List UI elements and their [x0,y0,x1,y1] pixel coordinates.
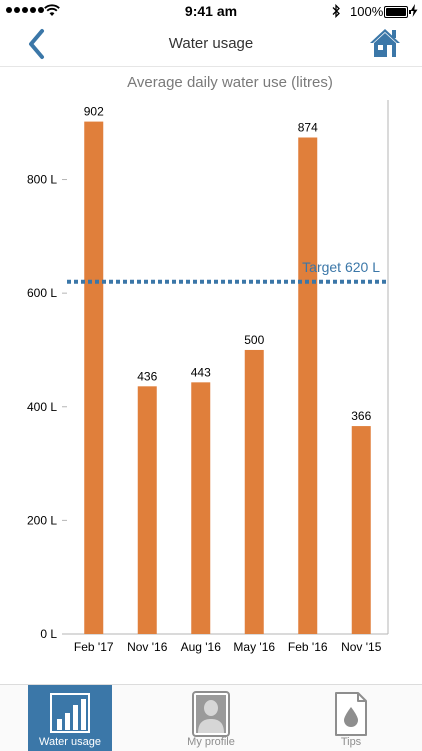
battery-percent: 100% [350,4,384,19]
target-label: Target 620 L [302,259,380,275]
tab-tips-label: Tips [340,736,362,748]
y-tick-label: 200 L [27,513,57,527]
bar-chart-icon [50,693,90,733]
tab-water-usage-label: Water usage [39,736,101,748]
home-icon [370,29,400,57]
x-tick-label: Feb '16 [288,640,328,654]
bar [84,121,104,635]
y-tick-label: 400 L [27,400,57,414]
bar-value-label: 874 [298,120,318,134]
water-usage-chart: 0 L 200 L 400 L 600 L 800 L 902 Feb '17 436 Nov … [27,100,389,654]
chevron-left-icon [29,29,44,59]
status-bar: 9:41 am 100% [0,0,422,22]
x-tick-label: Aug '16 [181,640,222,654]
bar-value-label: 902 [84,105,104,119]
bar-value-label: 500 [244,333,264,347]
wifi-icon [44,4,60,16]
bar [351,426,371,634]
bar-value-label: 443 [191,365,211,379]
tab-tips[interactable]: Tips [308,685,394,751]
y-tick-label: 600 L [27,286,57,300]
bluetooth-icon [332,4,340,18]
signal-dots-icon [6,7,44,13]
bar-value-label: 436 [137,369,157,383]
page-title: Water usage [168,35,254,52]
home-button[interactable] [368,26,402,60]
battery-icon [384,6,411,18]
bar [298,137,318,634]
back-button[interactable] [24,26,50,62]
tab-my-profile[interactable]: My profile [166,685,256,751]
y-tick-label: 0 L [40,627,57,641]
status-time: 9:41 am [184,3,238,19]
y-tick-label: 800 L [27,173,57,187]
profile-person-icon [192,691,230,737]
x-tick-label: May '16 [233,640,275,654]
bar-value-label: 366 [351,409,371,423]
x-tick-label: Nov '16 [127,640,168,654]
x-tick-label: Nov '15 [341,640,382,654]
tab-water-usage[interactable]: Water usage [28,685,112,751]
bar [191,382,211,634]
bar [137,386,157,634]
tab-bar: Water usage My profile Tips [0,684,422,751]
bar [244,349,264,634]
nav-bar: Water usage [0,22,422,67]
charging-bolt-icon [410,4,418,17]
water-drop-document-icon [335,692,367,736]
tab-my-profile-label: My profile [187,736,235,748]
chart-title: Average daily water use (litres) [127,74,333,91]
x-tick-label: Feb '17 [74,640,114,654]
